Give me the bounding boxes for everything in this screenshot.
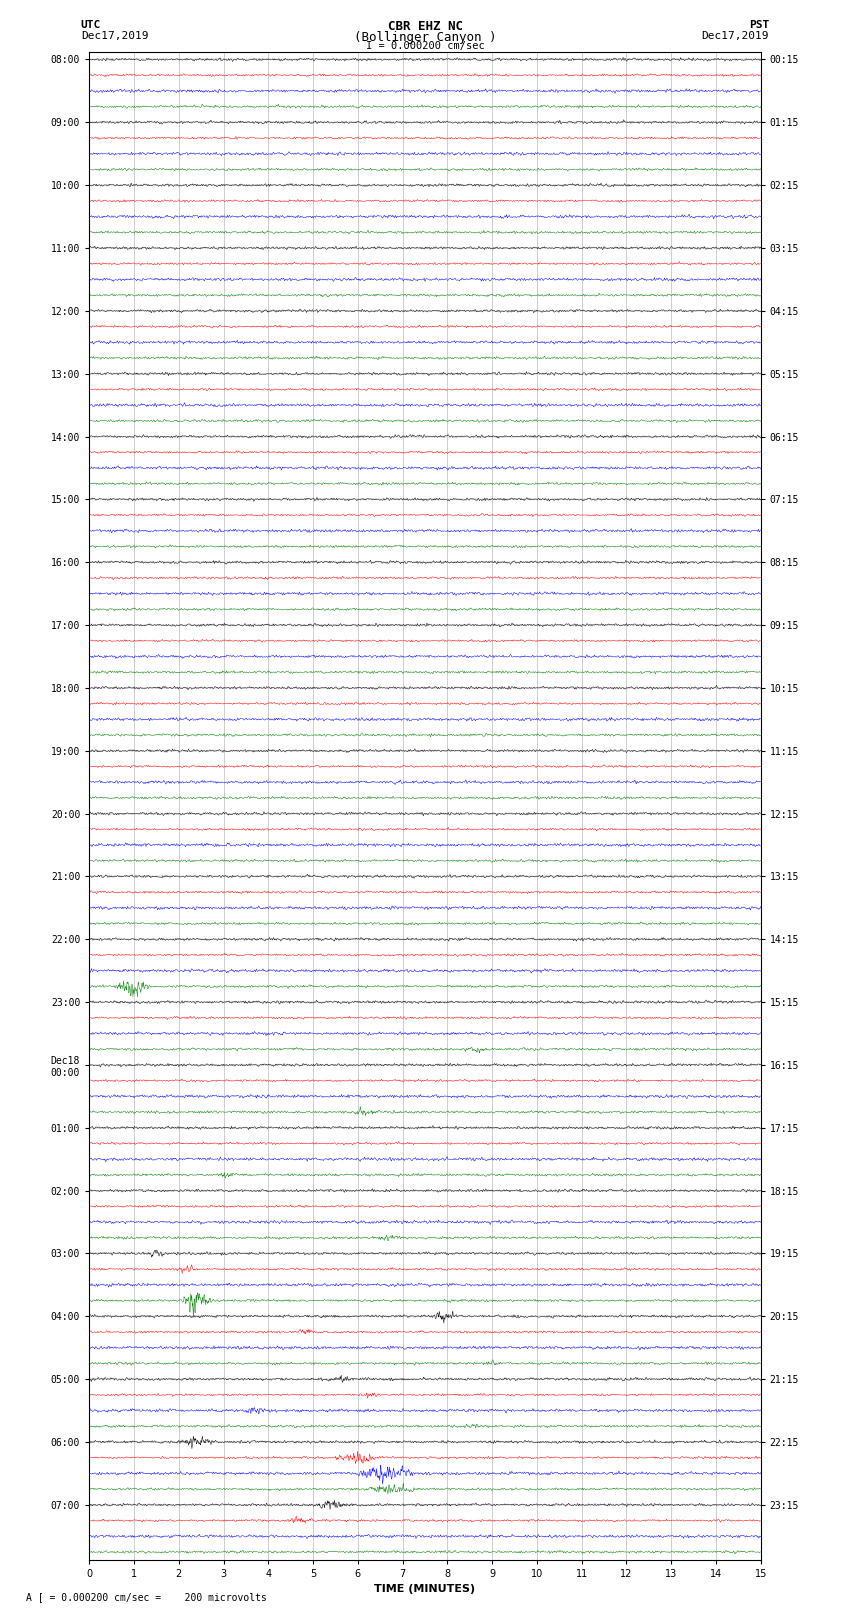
Text: (Bollinger Canyon ): (Bollinger Canyon )	[354, 31, 496, 44]
Text: A [ = 0.000200 cm/sec =    200 microvolts: A [ = 0.000200 cm/sec = 200 microvolts	[26, 1592, 266, 1602]
Text: PST: PST	[749, 19, 769, 31]
X-axis label: TIME (MINUTES): TIME (MINUTES)	[375, 1584, 475, 1594]
Text: Dec17,2019: Dec17,2019	[81, 31, 148, 40]
Text: I = 0.000200 cm/sec: I = 0.000200 cm/sec	[366, 40, 484, 52]
Text: UTC: UTC	[81, 19, 101, 31]
Text: CBR EHZ NC: CBR EHZ NC	[388, 19, 462, 34]
Text: Dec17,2019: Dec17,2019	[702, 31, 769, 40]
